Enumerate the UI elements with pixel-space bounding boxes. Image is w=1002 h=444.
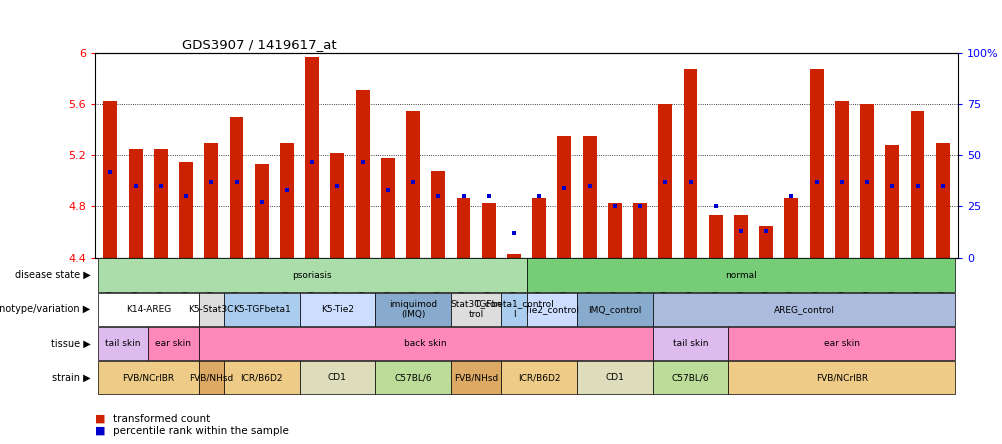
Bar xyxy=(481,202,495,258)
Text: Stat3C_con
trol: Stat3C_con trol xyxy=(450,300,501,319)
Bar xyxy=(607,202,621,258)
Text: CD1: CD1 xyxy=(328,373,347,382)
Bar xyxy=(456,198,470,258)
Text: disease state ▶: disease state ▶ xyxy=(14,270,90,280)
Bar xyxy=(255,164,269,258)
Text: C57BL/6: C57BL/6 xyxy=(394,373,432,382)
Text: K5-Tie2: K5-Tie2 xyxy=(321,305,354,314)
Text: TGFbeta1_control
l: TGFbeta1_control l xyxy=(474,300,553,319)
Bar xyxy=(381,158,395,258)
Text: FVB/NHsd: FVB/NHsd xyxy=(189,373,233,382)
Bar xyxy=(727,327,954,360)
Bar xyxy=(935,143,949,258)
Text: ■: ■ xyxy=(95,414,105,424)
Bar xyxy=(406,111,420,258)
Text: FVB/NHsd: FVB/NHsd xyxy=(454,373,498,382)
Text: K5-TGFbeta1: K5-TGFbeta1 xyxy=(232,305,291,314)
Text: strain ▶: strain ▶ xyxy=(51,373,90,383)
Bar xyxy=(652,361,727,394)
Text: genotype/variation ▶: genotype/variation ▶ xyxy=(0,304,90,314)
Bar xyxy=(576,361,652,394)
Bar xyxy=(198,327,652,360)
Text: transformed count: transformed count xyxy=(113,414,210,424)
Bar xyxy=(834,100,848,258)
Bar xyxy=(526,258,954,292)
Bar xyxy=(708,215,722,258)
Text: FVB/NCrIBR: FVB/NCrIBR xyxy=(122,373,174,382)
Text: tail skin: tail skin xyxy=(672,339,707,348)
Text: tissue ▶: tissue ▶ xyxy=(50,338,90,349)
Text: FVB/NCrIBR: FVB/NCrIBR xyxy=(815,373,867,382)
Text: AREG_control: AREG_control xyxy=(773,305,834,314)
Text: GDS3907 / 1419617_at: GDS3907 / 1419617_at xyxy=(181,38,336,51)
Bar xyxy=(657,104,671,258)
Bar xyxy=(507,254,520,258)
Bar xyxy=(179,162,192,258)
Text: C57BL/6: C57BL/6 xyxy=(671,373,708,382)
Bar xyxy=(632,202,646,258)
Text: IMQ_control: IMQ_control xyxy=(587,305,641,314)
Bar xyxy=(128,149,142,258)
Bar xyxy=(532,198,545,258)
Bar xyxy=(727,361,954,394)
Bar xyxy=(375,293,451,326)
Bar xyxy=(300,293,375,326)
Text: imiquimod
(IMQ): imiquimod (IMQ) xyxy=(389,300,437,319)
Bar xyxy=(198,293,223,326)
Bar xyxy=(103,100,117,258)
Bar xyxy=(582,136,596,258)
Bar xyxy=(375,361,451,394)
Bar xyxy=(809,69,823,258)
Text: back skin: back skin xyxy=(404,339,447,348)
Bar xyxy=(526,293,576,326)
Bar xyxy=(885,145,899,258)
Text: normal: normal xyxy=(724,270,757,280)
Bar xyxy=(153,149,167,258)
Text: CD1: CD1 xyxy=(605,373,623,382)
Text: psoriasis: psoriasis xyxy=(293,270,332,280)
Bar xyxy=(305,57,319,258)
Bar xyxy=(280,143,294,258)
Text: ICR/B6D2: ICR/B6D2 xyxy=(517,373,560,382)
Bar xyxy=(98,258,526,292)
Text: K5-Stat3C: K5-Stat3C xyxy=(188,305,233,314)
Text: percentile rank within the sample: percentile rank within the sample xyxy=(113,426,289,436)
Text: K14-AREG: K14-AREG xyxy=(125,305,170,314)
Bar xyxy=(148,327,198,360)
Bar xyxy=(98,361,198,394)
Bar xyxy=(198,361,223,394)
Text: tail skin: tail skin xyxy=(105,339,140,348)
Bar xyxy=(576,293,652,326)
Bar xyxy=(356,90,369,258)
Bar xyxy=(501,293,526,326)
Bar xyxy=(652,293,954,326)
Bar xyxy=(300,361,375,394)
Text: Tie2_control: Tie2_control xyxy=(524,305,579,314)
Bar xyxy=(98,293,198,326)
Bar xyxy=(759,226,773,258)
Bar xyxy=(223,293,300,326)
Text: ear skin: ear skin xyxy=(823,339,859,348)
Bar xyxy=(733,215,747,258)
Bar xyxy=(451,293,501,326)
Bar xyxy=(229,117,243,258)
Text: ICR/B6D2: ICR/B6D2 xyxy=(240,373,283,382)
Bar xyxy=(860,104,873,258)
Bar xyxy=(652,327,727,360)
Text: ■: ■ xyxy=(95,426,105,436)
Bar xyxy=(683,69,696,258)
Bar xyxy=(431,171,445,258)
Bar xyxy=(557,136,571,258)
Bar xyxy=(98,327,148,360)
Bar xyxy=(910,111,924,258)
Bar xyxy=(223,361,300,394)
Text: ear skin: ear skin xyxy=(155,339,191,348)
Bar xyxy=(451,361,501,394)
Bar xyxy=(501,361,576,394)
Bar xyxy=(784,198,798,258)
Bar xyxy=(204,143,218,258)
Bar xyxy=(330,153,344,258)
